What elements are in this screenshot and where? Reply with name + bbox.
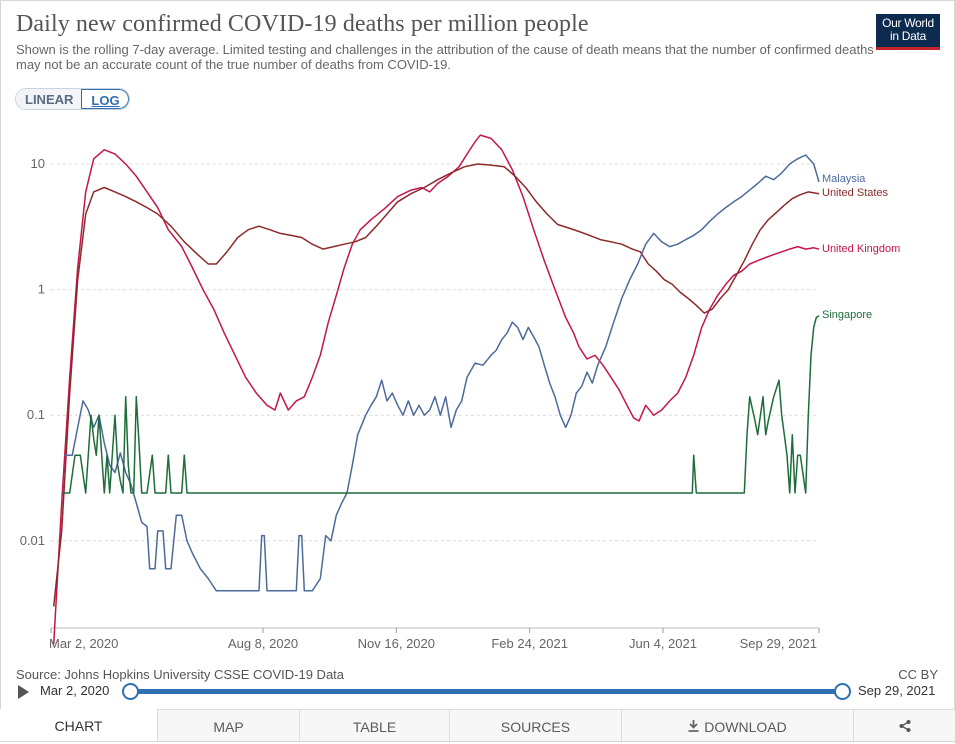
tab-map-label: MAP	[213, 719, 244, 735]
y-tick-label: 0.1	[27, 407, 45, 422]
tab-download[interactable]: DOWNLOAD	[621, 709, 853, 741]
tab-table-label: TABLE	[352, 719, 397, 735]
logo-line-2: in Data	[890, 29, 926, 43]
tab-chart[interactable]: CHART	[0, 709, 157, 741]
x-tick-label: Aug 8, 2020	[228, 636, 298, 651]
tab-table[interactable]: TABLE	[299, 709, 449, 741]
linear-scale-button[interactable]: LINEAR	[16, 89, 82, 109]
chart-subtitle: Shown is the rolling 7-day average. Limi…	[16, 42, 874, 72]
tab-chart-label: CHART	[54, 718, 103, 734]
series-line-malaysia[interactable]	[64, 154, 820, 592]
series-label-malaysia[interactable]: Malaysia	[822, 173, 866, 185]
timeline-end-date: Sep 29, 2021	[858, 683, 936, 698]
series-label-united-kingdom[interactable]: United Kingdom	[822, 243, 900, 255]
tab-map[interactable]: MAP	[157, 709, 299, 741]
timeline-end-handle[interactable]	[834, 683, 851, 700]
x-tick-label: Sep 29, 2021	[740, 636, 817, 651]
series-line-united-states[interactable]	[52, 163, 820, 607]
series-labels: United Kingdom United States Malaysia Singa…	[822, 173, 900, 321]
scale-toggle: LINEAR LOG	[15, 88, 130, 110]
series-line-united-kingdom[interactable]	[52, 134, 820, 645]
series-label-united-states[interactable]: United States	[822, 187, 889, 199]
share-button[interactable]	[853, 709, 955, 741]
series-label-singapore[interactable]: Singapore	[822, 309, 872, 321]
timeline: Mar 2, 2020 Sep 29, 2021	[0, 680, 955, 704]
play-icon[interactable]	[18, 685, 29, 699]
tab-bar: CHART MAP TABLE SOURCES DOWNLOAD	[0, 709, 955, 742]
y-axis: 10 1 0.1 0.01	[20, 156, 45, 548]
owid-logo[interactable]: Our World in Data	[876, 14, 940, 50]
source-note[interactable]: Source: Johns Hopkins University CSSE CO…	[16, 667, 345, 682]
x-tick-label: Feb 24, 2021	[491, 636, 568, 651]
x-tick-label: Jun 4, 2021	[629, 636, 697, 651]
share-icon	[899, 719, 911, 735]
y-tick-label: 10	[31, 156, 45, 171]
series-line-singapore[interactable]	[61, 315, 820, 494]
x-axis: Mar 2, 2020 Aug 8, 2020 Nov 16, 2020 Feb 24…	[49, 627, 820, 651]
x-tick-label: Mar 2, 2020	[49, 636, 118, 651]
grid	[51, 163, 819, 542]
timeline-start-date: Mar 2, 2020	[40, 683, 110, 698]
tab-download-label: DOWNLOAD	[704, 719, 787, 735]
series-lines	[52, 134, 820, 645]
log-scale-button[interactable]: LOG	[81, 89, 129, 109]
download-icon	[688, 710, 699, 744]
license-label[interactable]: CC BY	[898, 667, 938, 682]
tab-sources[interactable]: SOURCES	[449, 709, 621, 741]
chart-title: Daily new confirmed COVID-19 deaths per …	[16, 11, 589, 37]
tab-sources-label: SOURCES	[500, 719, 571, 735]
x-tick-label: Nov 16, 2020	[358, 636, 435, 651]
y-tick-label: 0.01	[20, 533, 45, 548]
logo-line-1: Our World	[882, 16, 934, 30]
y-tick-label: 1	[38, 282, 45, 297]
timeline-start-handle[interactable]	[122, 683, 139, 700]
timeline-track[interactable]	[129, 689, 842, 694]
